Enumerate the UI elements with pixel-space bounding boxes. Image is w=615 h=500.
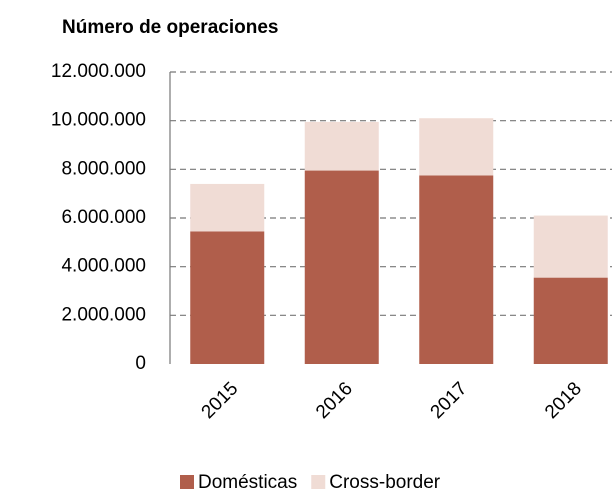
x-tick-label: 2016 <box>312 378 357 423</box>
bar-segment <box>533 277 608 364</box>
y-tick-label: 2.000.000 <box>61 304 146 325</box>
y-tick-label: 4.000.000 <box>61 256 146 277</box>
legend-label: Domésticas <box>198 472 297 493</box>
legend-swatch <box>180 475 194 489</box>
y-tick-label: 0 <box>135 353 146 374</box>
x-tick-label: 2018 <box>541 378 586 423</box>
bar-segment <box>304 121 379 171</box>
y-tick-label: 8.000.000 <box>61 158 146 179</box>
y-tick-label: 10.000.000 <box>51 110 146 131</box>
legend-swatch <box>311 475 326 489</box>
y-tick-label: 12.000.000 <box>51 61 146 82</box>
y-tick-label: 6.000.000 <box>61 207 146 228</box>
bar-segment <box>304 170 379 364</box>
bar-segment <box>419 175 494 364</box>
legend-label: Cross-border <box>329 472 441 493</box>
bar-segment <box>190 231 265 364</box>
x-tick-label: 2017 <box>427 378 472 423</box>
x-tick-label: 2015 <box>198 378 243 423</box>
bar-segment <box>190 183 265 232</box>
bar-segment <box>419 118 494 176</box>
bar-segment <box>533 215 608 278</box>
chart-title: Número de operaciones <box>62 17 278 38</box>
